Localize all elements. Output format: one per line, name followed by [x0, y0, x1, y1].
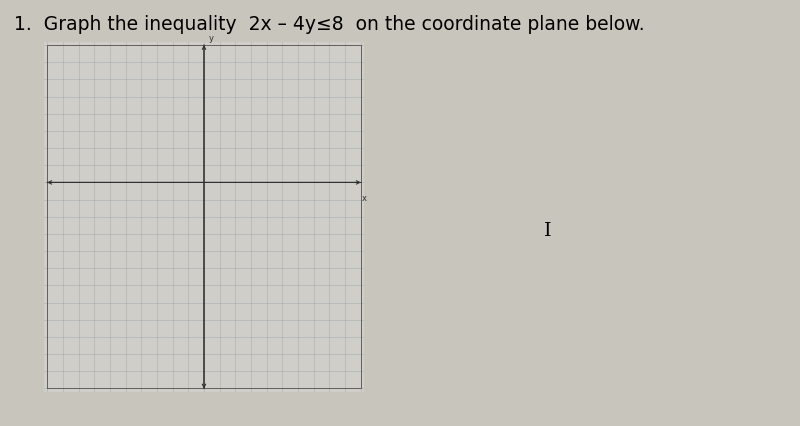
Text: y: y: [209, 34, 214, 43]
Text: I: I: [544, 221, 552, 239]
Text: x: x: [362, 193, 366, 202]
Text: 1.  Graph the inequality  2x – 4y≤8  on the coordinate plane below.: 1. Graph the inequality 2x – 4y≤8 on the…: [14, 15, 644, 34]
